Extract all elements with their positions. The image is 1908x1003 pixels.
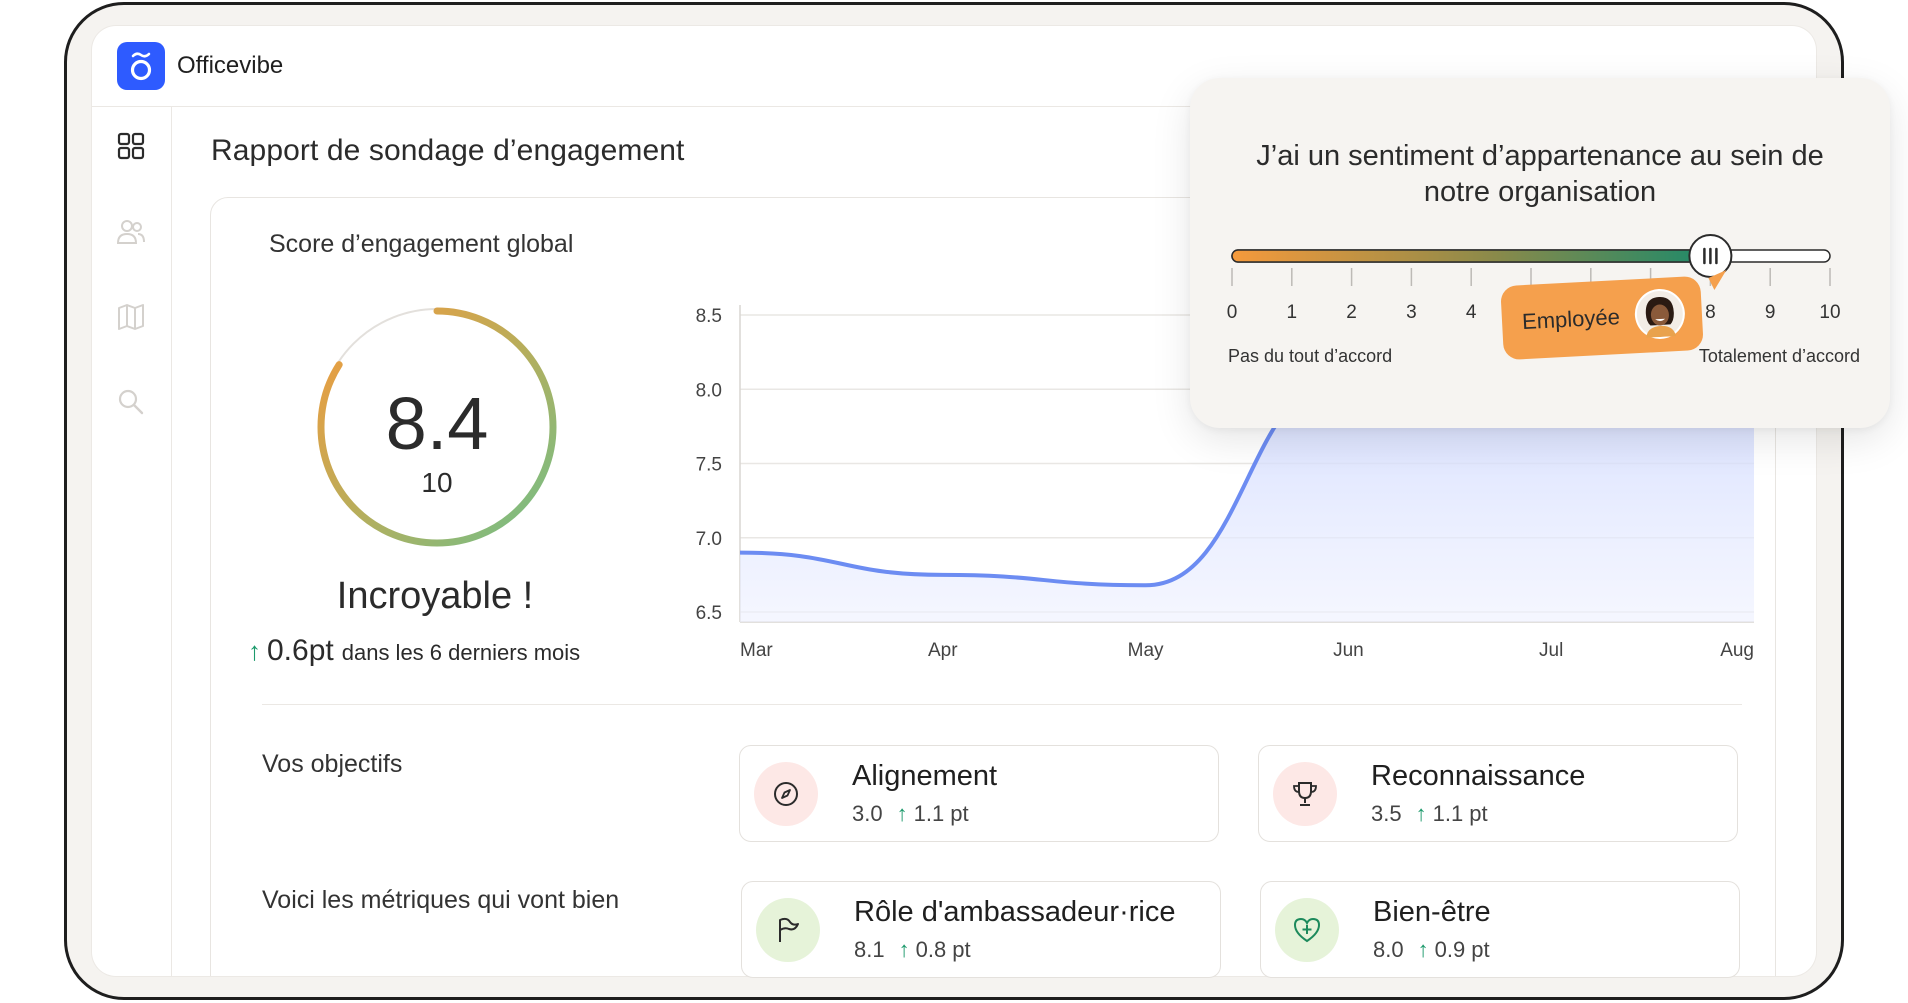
metric-name: Alignement [852,760,998,792]
scale-tick-label[interactable]: 0 [1226,302,1238,323]
heart-plus-icon [1275,898,1339,962]
metric-card-alignement[interactable]: Alignement 3.0 ↑ 1.1 pt [739,745,1219,842]
delta-value: 0.6pt [267,634,334,667]
x-tick-label: Jul [1539,640,1563,661]
engagement-delta: ↑ 0.6pt dans les 6 derniers mois [248,634,580,668]
survey-question: J’ai un sentiment d’appartenance au sein… [1256,140,1824,208]
up-arrow-icon: ↑ [248,636,261,666]
metric-card-reconnaissance[interactable]: Reconnaissance 3.5 ↑ 1.1 pt [1258,745,1738,842]
respondent-label: Employée [1521,304,1621,335]
search-icon[interactable] [116,387,146,417]
up-arrow-icon: ↑ [1415,801,1427,826]
scale-tick-label[interactable]: 3 [1406,302,1417,323]
scale-max-label: Totalement d’accord [1698,346,1860,366]
pointer-icon [1708,270,1727,290]
section-divider [262,704,1742,705]
up-arrow-icon: ↑ [1417,937,1429,962]
slider-handle [1688,234,1733,278]
x-tick-label: Mar [740,640,773,661]
sidebar [92,107,172,976]
avatar [1633,287,1687,341]
metric-stats: 3.0 ↑ 1.1 pt [852,801,969,827]
metric-score: 3.5 [1371,801,1402,826]
metric-delta: 1.1 pt [913,801,969,826]
metric-name: Rôle d'ambassadeur·rice [854,896,1176,928]
metric-score: 3.0 [852,801,883,826]
scale-tick-label[interactable]: 1 [1286,302,1298,323]
x-tick-label: Jun [1333,640,1364,661]
scale-fill [1231,249,1712,263]
objectives-label: Vos objectifs [262,750,403,778]
engagement-gauge: 8.4 10 [315,305,559,549]
metric-score: 8.1 [854,937,885,962]
top-bar: Officevibe [92,26,1816,107]
engagement-max: 10 [421,467,453,498]
rating-scale[interactable] [1190,228,1890,308]
survey-question-popup: J’ai un sentiment d’appartenance au sein… [1190,78,1890,428]
y-tick-label: 8.0 [696,380,722,401]
book-icon[interactable] [116,302,146,332]
metric-name: Reconnaissance [1371,760,1586,792]
respondent-tag: Employée [1500,275,1704,361]
trophy-icon [1273,762,1337,826]
page-title: Rapport de sondage d’engagement [211,134,685,167]
flag-icon [756,898,820,962]
x-tick-label: Apr [928,640,958,661]
delta-text: dans les 6 derniers mois [341,640,581,665]
y-tick-label: 7.0 [696,529,722,550]
y-tick-label: 8.5 [696,306,722,327]
scale-tick-label[interactable]: 10 [1819,302,1841,323]
up-arrow-icon: ↑ [896,801,908,826]
good-metrics-label: Voici les métriques qui vont bien [262,886,620,914]
scale-tick-label[interactable]: 4 [1465,302,1477,323]
metric-delta: 0.8 pt [915,937,971,962]
up-arrow-icon: ↑ [898,937,910,962]
x-tick-label: May [1128,640,1164,661]
metric-name: Bien-être [1373,896,1491,928]
engagement-caption: Incroyable ! [336,575,534,617]
dashboard-icon[interactable] [116,131,146,161]
people-icon[interactable] [116,217,146,247]
metric-delta: 1.1 pt [1432,801,1488,826]
y-tick-label: 6.5 [696,603,722,624]
scale-tick-label[interactable]: 8 [1705,302,1716,323]
app-name: Officevibe [177,52,284,79]
metric-stats: 3.5 ↑ 1.1 pt [1371,801,1488,827]
y-tick-label: 7.5 [696,455,722,476]
officevibe-logo-icon[interactable] [117,42,165,90]
scale-tick-label[interactable]: 2 [1346,302,1357,323]
engagement-score: 8.4 [385,382,489,465]
gauge-ring [317,307,557,547]
scale-min-label: Pas du tout d’accord [1228,346,1393,366]
compass-icon [754,762,818,826]
metric-score: 8.0 [1373,937,1404,962]
scale-tick-label[interactable]: 9 [1764,302,1776,323]
engagement-section-label: Score d’engagement global [269,230,574,258]
x-tick-label: Aug [1720,640,1754,661]
metric-stats: 8.0 ↑ 0.9 pt [1373,937,1490,963]
metric-card-bien-etre[interactable]: Bien-être 8.0 ↑ 0.9 pt [1260,881,1740,978]
metric-card-ambassadeur[interactable]: Rôle d'ambassadeur·rice 8.1 ↑ 0.8 pt [741,881,1221,978]
metric-delta: 0.9 pt [1434,937,1490,962]
metric-stats: 8.1 ↑ 0.8 pt [854,937,971,963]
